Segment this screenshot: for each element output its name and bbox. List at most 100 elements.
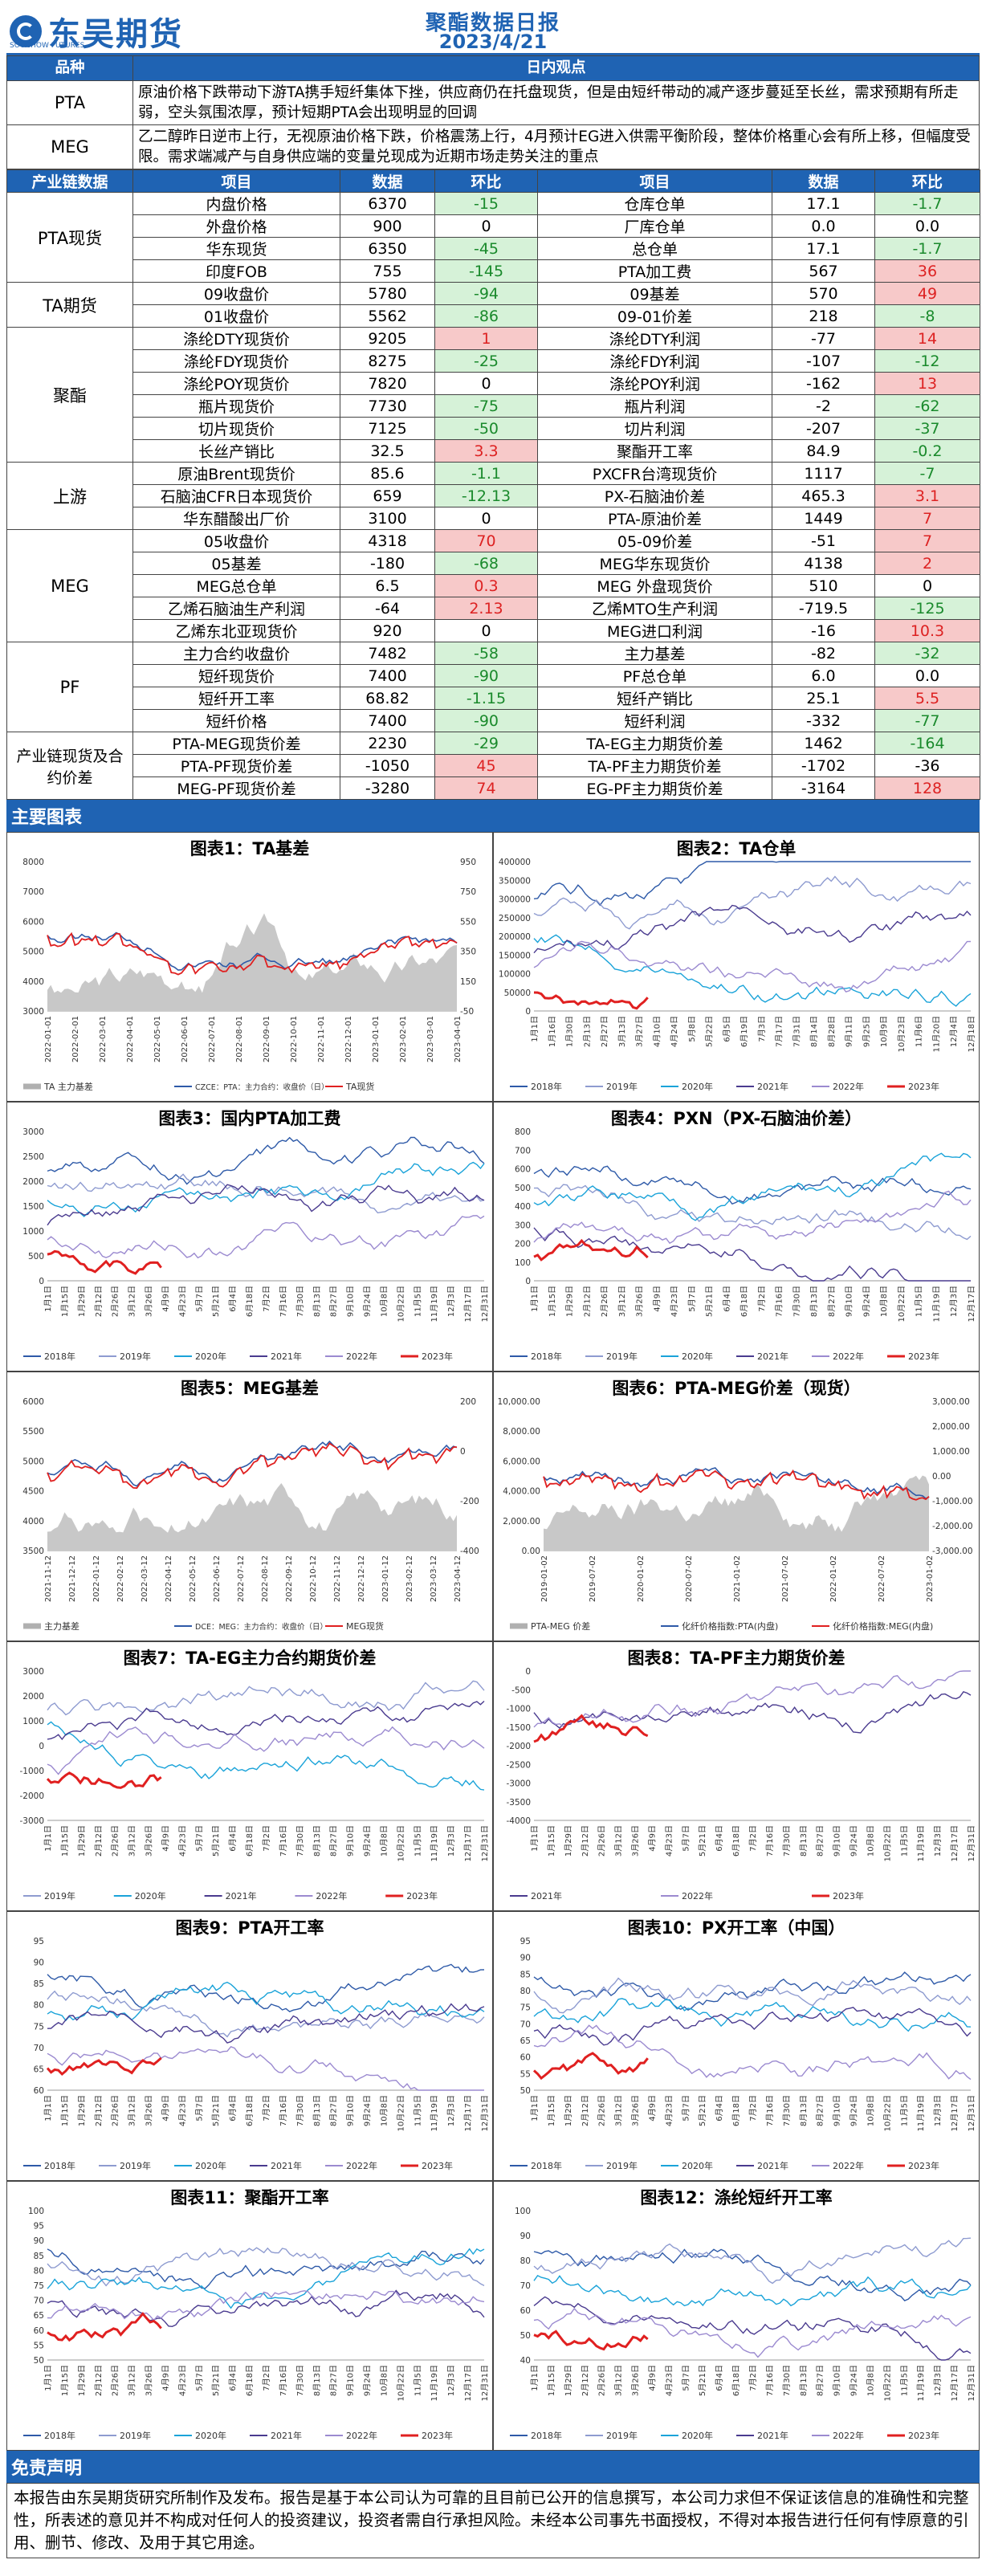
tick-label: 150000 <box>499 951 531 960</box>
tick-label: 1月29日 <box>564 2365 573 2396</box>
tick-label: 11月19日 <box>430 2095 439 2131</box>
tick-label: 3月26日 <box>631 2365 641 2396</box>
change-cell: 3.1 <box>874 484 980 507</box>
change-cell: 36 <box>874 259 980 283</box>
change-cell: 49 <box>874 282 980 305</box>
legend-label: 2020年 <box>195 1351 226 1362</box>
change-cell: -62 <box>874 394 980 418</box>
legend-label: 2018年 <box>531 2430 562 2441</box>
tick-label: 350000 <box>499 876 531 886</box>
tick-label: 11月20日 <box>931 1016 941 1052</box>
item-cell: 内盘价格 <box>132 192 340 215</box>
tick-label: 7月16日 <box>279 1286 288 1317</box>
series-line <box>47 1442 458 1490</box>
legend-label: 2023年 <box>422 2430 453 2441</box>
tick-label: 2022-03-01 <box>99 1016 108 1062</box>
tick-label: -1,000.00 <box>932 1497 973 1506</box>
legend-label: 2021年 <box>531 1890 562 1901</box>
change-cell: -94 <box>434 282 538 305</box>
table-row: 产业链现货及合约价差 PTA-MEG现货价差 2230 -29 TA-EG主力期货价差 1… <box>6 732 980 800</box>
tick-label: 3月12日 <box>614 2095 624 2126</box>
tick-label: 11月5日 <box>413 1825 422 1857</box>
change-cell: 3.3 <box>434 439 538 463</box>
value-cell: 25.1 <box>772 687 875 710</box>
tick-label: 3月27日 <box>635 1016 645 1047</box>
tick-label: 6000 <box>22 917 44 927</box>
change-cell: 10.3 <box>874 619 980 642</box>
tick-label: 65 <box>520 2036 531 2046</box>
series-line <box>533 1165 972 1205</box>
tick-label: 2月26日 <box>111 2095 120 2126</box>
value-cell: 68.82 <box>340 687 435 710</box>
tick-label: 65 <box>34 2064 44 2074</box>
tick-label: 11月19日 <box>430 2365 439 2401</box>
tick-label: 0 <box>525 1277 531 1286</box>
change-cell: -15 <box>434 192 538 215</box>
item-cell: 瓶片利润 <box>537 394 772 418</box>
change-cell: 1 <box>434 327 538 350</box>
tick-label: 7月3日 <box>757 1016 767 1042</box>
tick-label: 10月8日 <box>866 1825 875 1857</box>
tick-label: 2022-07-01 <box>208 1016 217 1062</box>
tick-label: 11月6日 <box>915 1016 924 1047</box>
report-page: 东吴期货 SOOCHOW FUTURES 聚酯数据日报 2023/4/21 品种… <box>6 3 980 2558</box>
value-cell: 7125 <box>340 417 435 440</box>
tick-label: 60 <box>520 2053 531 2063</box>
tick-label: 10月22日 <box>396 1286 405 1322</box>
chart-4: 图表4：PXN（PX-石脑油价差） 800 700 600 500 400 300 200 10… <box>493 1102 980 1372</box>
change-cell: 0 <box>434 619 538 642</box>
series-line <box>533 1998 972 2032</box>
tick-label: 6000 <box>22 1397 44 1407</box>
change-cell: 13 <box>874 372 980 395</box>
tick-label: 3000 <box>22 1007 44 1017</box>
tick-label: 80 <box>34 2266 44 2276</box>
tick-label: 9月10日 <box>346 1286 356 1317</box>
value-cell: 3100 <box>340 507 435 530</box>
tick-label: 2022-04-12 <box>165 1555 173 1602</box>
tick-label: 11月19日 <box>916 2365 926 2401</box>
series-line <box>47 2290 485 2321</box>
tick-label: 8,000.00 <box>503 1427 540 1437</box>
chart-10: 图表10：PX开工率（中国） 95 90 85 80 75 70 65 60 55 50 1月1日 1月… <box>493 1911 980 2181</box>
views-variety: PTA <box>6 80 133 125</box>
change-cell: -164 <box>874 732 980 755</box>
tick-label: 2022-03-12 <box>141 1555 149 1602</box>
tick-label: 12月17日 <box>463 1286 473 1322</box>
tick-label: 1月1日 <box>530 2095 540 2122</box>
series-line <box>47 2247 485 2287</box>
tick-label: 90 <box>34 1958 44 1968</box>
item-cell: 切片现货价 <box>132 417 340 440</box>
tick-label: 95 <box>520 1937 531 1946</box>
tick-label: -3500 <box>506 1798 531 1808</box>
value-cell: 7730 <box>340 394 435 418</box>
item-cell: 涤纶FDY利润 <box>537 349 772 373</box>
tick-label: 10月9日 <box>879 1016 889 1047</box>
tick-label: 85 <box>34 1979 44 1989</box>
item-cell: TA-PF主力期货价差 <box>537 754 772 777</box>
value-cell: 5562 <box>340 304 435 328</box>
tick-label: 350 <box>460 948 476 957</box>
tick-label: 10月22日 <box>882 1825 892 1861</box>
col-header: 项目 <box>537 169 772 193</box>
tick-label: 10月22日 <box>396 1825 405 1861</box>
area-series <box>47 1483 457 1551</box>
tick-label: 2月12日 <box>581 2095 590 2126</box>
table-row: PTA现货 内盘价格 6370 -15 仓库仓单 17.1 -1.7 <box>6 192 980 283</box>
tick-label: 3月13日 <box>617 1016 627 1047</box>
tick-label: 2022-05-01 <box>153 1016 162 1062</box>
tick-label: 6月4日 <box>722 1286 731 1312</box>
change-cell: -0.2 <box>874 439 980 463</box>
chart-title: 图表5：MEG基差 <box>180 1379 320 1398</box>
item-cell: 华东醋酸出厂价 <box>132 507 340 530</box>
value-cell: 510 <box>772 574 875 597</box>
tick-label: 5月22日 <box>705 1016 715 1047</box>
views-header-variety: 品种 <box>6 55 133 81</box>
item-cell: MEG 外盘现货价 <box>537 574 772 597</box>
tick-label: 2022-10-12 <box>309 1555 318 1602</box>
legend-label: 2021年 <box>271 2430 302 2441</box>
tick-label: 6月4日 <box>228 2095 238 2122</box>
table-row: PTA-PF现货价差 -1050 45 TA-PF主力期货价差 -1702 -36 <box>7 754 980 777</box>
tick-label: -50 <box>460 1007 474 1017</box>
